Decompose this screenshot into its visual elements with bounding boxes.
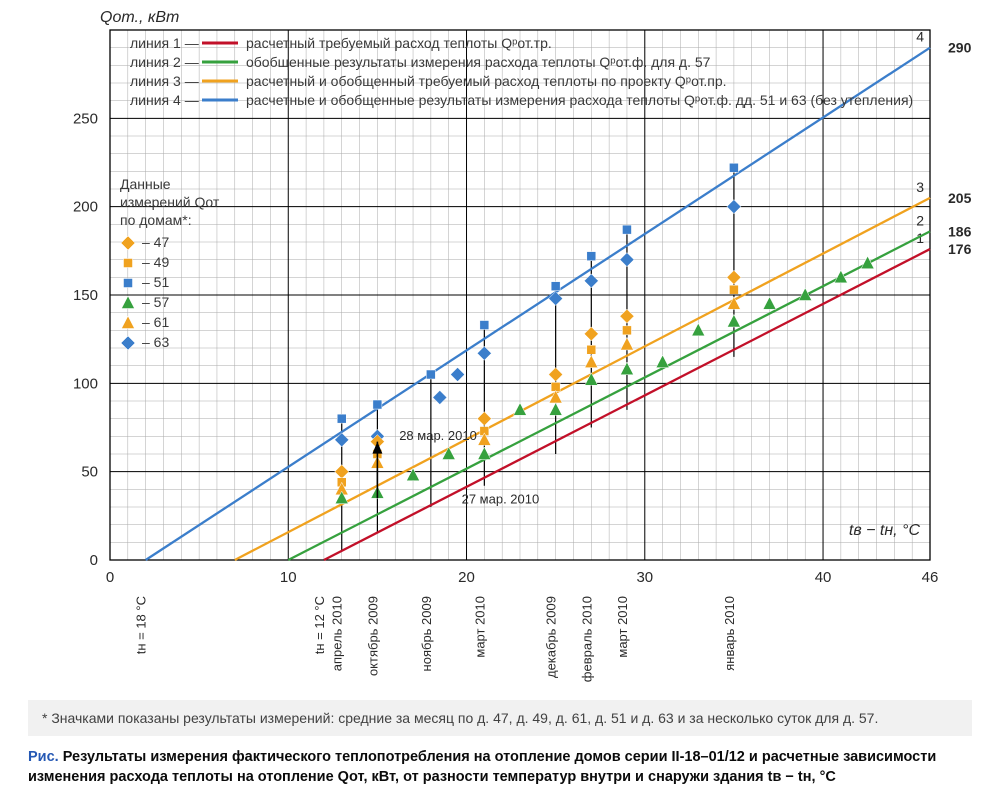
svg-text:март 2010: март 2010 [615, 596, 630, 658]
svg-text:186: 186 [948, 223, 972, 239]
caption-prefix: Рис. [28, 749, 59, 765]
svg-text:– 57: – 57 [142, 294, 169, 310]
svg-text:50: 50 [81, 464, 98, 481]
svg-text:по домам*:: по домам*: [120, 212, 192, 228]
svg-text:4: 4 [916, 29, 924, 45]
svg-text:– 47: – 47 [142, 234, 169, 250]
svg-text:0: 0 [106, 569, 114, 586]
svg-text:Qот., кВт: Qот., кВт [100, 9, 179, 26]
svg-text:tв − tн, °C: tв − tн, °C [849, 522, 921, 539]
caption-text: Результаты измерения фактического теплоп… [28, 749, 936, 785]
svg-text:линия 3 —: линия 3 — [130, 73, 199, 89]
svg-text:30: 30 [636, 569, 653, 586]
svg-text:28 мар. 2010: 28 мар. 2010 [399, 428, 477, 443]
svg-text:апрель 2010: апрель 2010 [330, 596, 345, 671]
svg-text:tн = 18 °C: tн = 18 °C [134, 596, 149, 654]
svg-text:176: 176 [948, 241, 972, 257]
svg-text:– 51: – 51 [142, 274, 169, 290]
svg-text:tн = 12 °C: tн = 12 °C [312, 596, 327, 654]
svg-text:февраль 2010: февраль 2010 [579, 596, 594, 682]
svg-text:декабрь 2009: декабрь 2009 [544, 596, 559, 678]
svg-text:100: 100 [73, 375, 98, 392]
svg-text:200: 200 [73, 199, 98, 216]
svg-text:измерений Qот: измерений Qот [120, 194, 220, 210]
svg-text:46: 46 [922, 569, 939, 586]
svg-text:расчетный требуемый расход теп: расчетный требуемый расход теплоты Qᵖот.… [246, 35, 552, 51]
svg-text:3: 3 [916, 179, 924, 195]
svg-text:2: 2 [916, 212, 924, 228]
svg-text:линия 2 —: линия 2 — [130, 54, 199, 70]
figure-container: 0 10 20 30 40 46 0 50 100 150 200 250 Qот., кВт tв − … [0, 0, 1000, 805]
svg-text:линия 4 —: линия 4 — [130, 92, 199, 108]
svg-text:Данные: Данные [120, 176, 171, 192]
svg-text:ноябрь 2009: ноябрь 2009 [419, 596, 434, 671]
svg-text:0: 0 [90, 552, 98, 569]
svg-text:– 63: – 63 [142, 334, 169, 350]
svg-text:линия 1 —: линия 1 — [130, 35, 199, 51]
chart-area: 0 10 20 30 40 46 0 50 100 150 200 250 Qот., кВт tв − … [0, 0, 1000, 700]
footnote-box: * Значками показаны результаты измерений… [28, 700, 972, 736]
svg-text:октябрь 2009: октябрь 2009 [365, 596, 380, 676]
footnote-text: * Значками показаны результаты измерений… [42, 710, 878, 726]
svg-text:расчетные и обобщенные результ: расчетные и обобщенные результаты измере… [246, 92, 913, 108]
figure-caption: Рис. Результаты измерения фактического т… [28, 748, 972, 787]
svg-text:40: 40 [815, 569, 832, 586]
svg-text:обобщенные результаты измерени: обобщенные результаты измерения расхода … [246, 54, 711, 70]
svg-text:10: 10 [280, 569, 297, 586]
svg-text:205: 205 [948, 190, 972, 206]
series-line3 [235, 198, 930, 560]
svg-text:20: 20 [458, 569, 475, 586]
svg-text:27 мар. 2010: 27 мар. 2010 [462, 491, 540, 506]
chart-svg: 0 10 20 30 40 46 0 50 100 150 200 250 Qот., кВт tв − … [0, 0, 1000, 700]
svg-text:– 61: – 61 [142, 314, 169, 330]
svg-text:– 49: – 49 [142, 254, 169, 270]
svg-text:расчетный и обобщенный требуем: расчетный и обобщенный требуемый расход … [246, 73, 727, 89]
svg-text:март 2010: март 2010 [472, 596, 487, 658]
svg-text:250: 250 [73, 110, 98, 127]
svg-text:январь 2010: январь 2010 [722, 596, 737, 671]
svg-text:290: 290 [948, 40, 972, 56]
svg-text:150: 150 [73, 287, 98, 304]
